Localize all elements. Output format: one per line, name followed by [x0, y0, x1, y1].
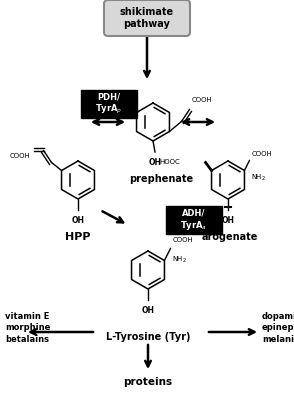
Text: COOH: COOH: [251, 150, 272, 156]
Text: proteins: proteins: [123, 377, 173, 387]
Text: OH: OH: [71, 216, 84, 225]
Text: OH: OH: [141, 306, 155, 315]
FancyBboxPatch shape: [166, 206, 222, 234]
Text: arogenate: arogenate: [202, 232, 258, 242]
Text: COOH: COOH: [173, 236, 193, 242]
Text: dopamine
epinephrine
melanin: dopamine epinephrine melanin: [262, 312, 294, 344]
Text: OH: OH: [148, 158, 161, 167]
Text: ADH/
TyrA$_a$: ADH/ TyrA$_a$: [181, 208, 208, 232]
Text: HOOC: HOOC: [88, 96, 109, 102]
Text: COOH: COOH: [191, 98, 212, 104]
FancyBboxPatch shape: [81, 90, 137, 118]
Text: vitamin E
morphine
betalains: vitamin E morphine betalains: [5, 312, 50, 344]
Text: prephenate: prephenate: [129, 174, 193, 184]
Text: PDH/
TyrA$_p$: PDH/ TyrA$_p$: [95, 92, 123, 116]
Text: COOH: COOH: [9, 152, 30, 158]
Text: NH$_2$: NH$_2$: [251, 172, 266, 183]
Text: OH: OH: [221, 216, 235, 225]
Text: shikimate
pathway: shikimate pathway: [120, 7, 174, 29]
Text: HOOC: HOOC: [160, 160, 180, 166]
Text: L-Tyrosine (Tyr): L-Tyrosine (Tyr): [106, 332, 190, 342]
FancyBboxPatch shape: [104, 0, 190, 36]
Text: HPP: HPP: [65, 232, 91, 242]
Text: NH$_2$: NH$_2$: [173, 254, 187, 265]
